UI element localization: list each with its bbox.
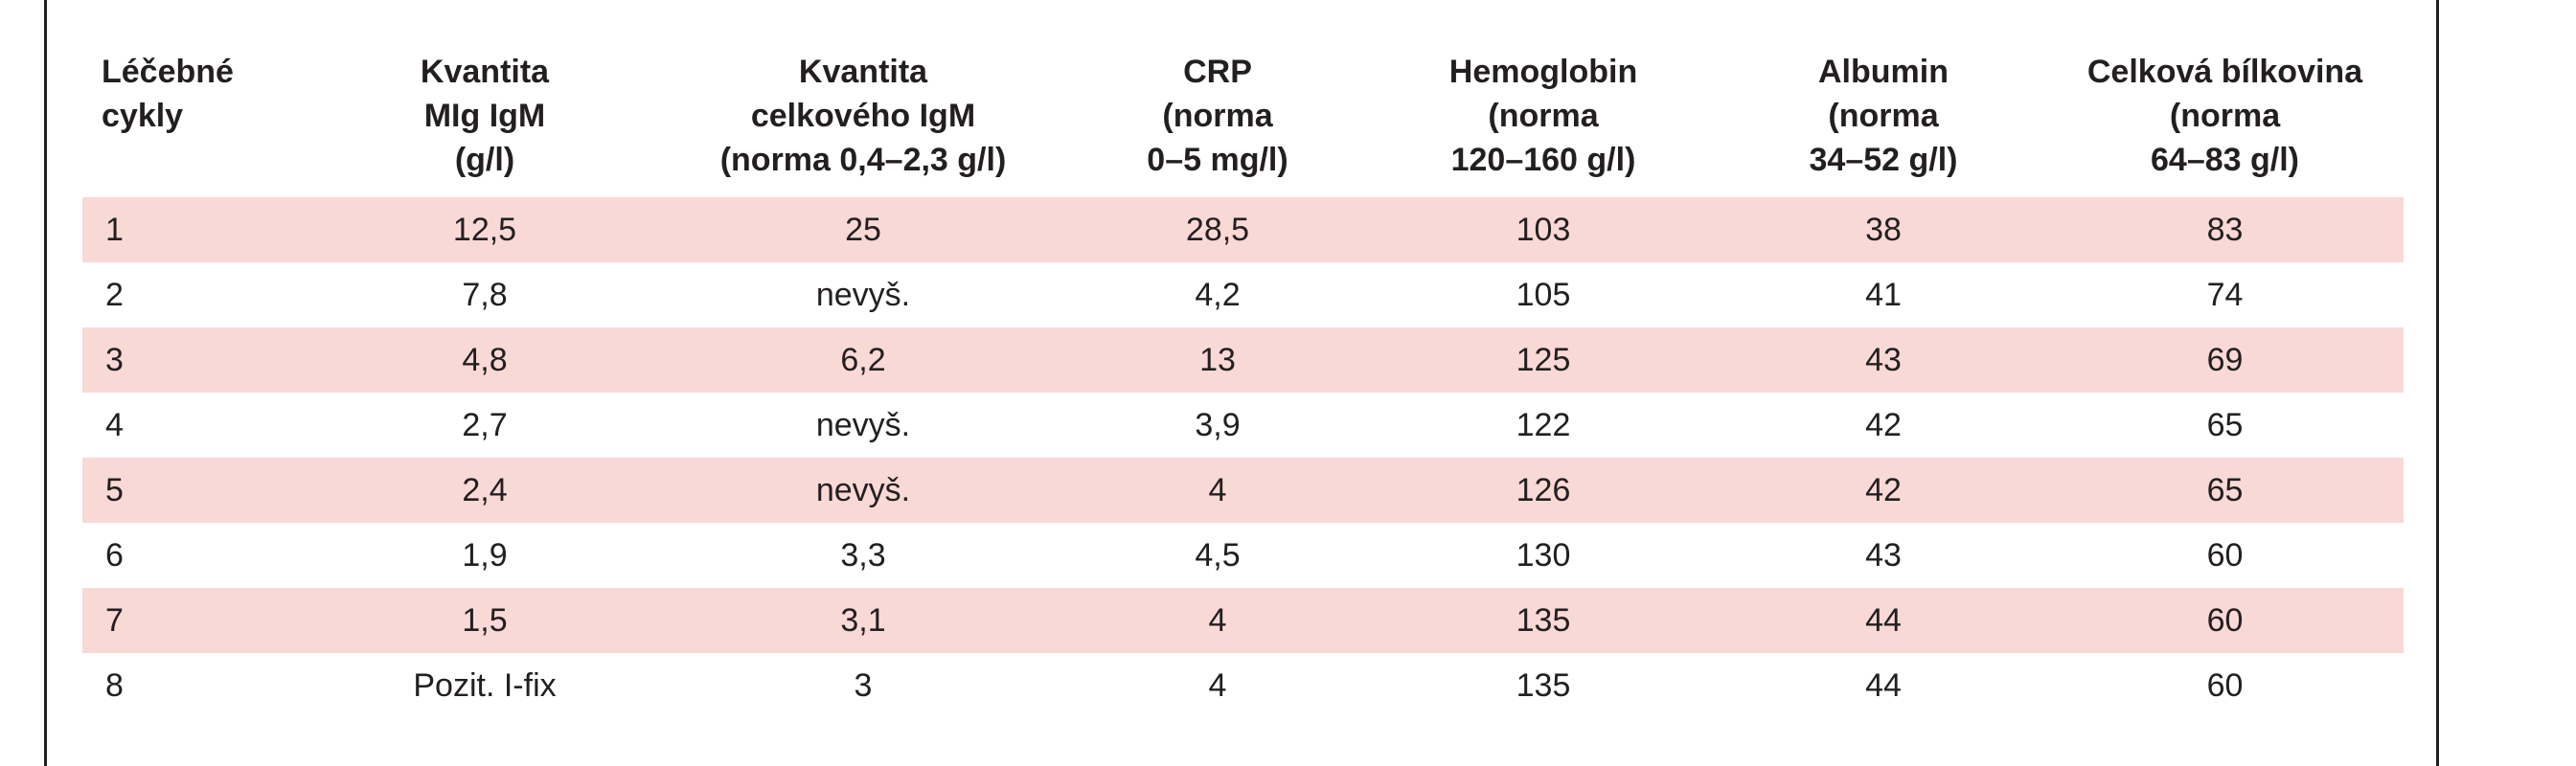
table-row: 5 2,4 nevyš. 4 126 42 65 [82,458,2404,523]
cell-cycle: 4 [105,406,124,443]
cell-hemoglobin: 122 [1516,406,1571,443]
cell-hemoglobin: 135 [1516,666,1571,704]
cell-albumin: 41 [1865,276,1902,313]
lab-results-table: Léčebné cykly Kvantita MIg IgM (g/l) Kva… [82,50,2404,718]
cell-total-igm: 3 [854,666,873,704]
cell-mig-igm: 1,5 [312,588,657,653]
cell-mig-igm: 1,9 [462,536,508,574]
cell-crp: 13 [1069,327,1366,393]
header-crp: CRP (norma 0–5 mg/l) [1147,54,1288,178]
cell-albumin: 43 [1865,536,1902,574]
page-frame [44,0,2439,766]
cell-total-protein: 65 [2046,458,2404,523]
cell-total-protein: 60 [2046,588,2404,653]
cell-cycle: 8 [105,666,124,704]
cell-total-igm: nevyš. [657,458,1069,523]
cell-total-igm: 25 [657,197,1069,262]
cell-mig-igm: 2,4 [312,458,657,523]
cell-crp: 4 [1208,666,1227,704]
table-row: 6 1,9 3,3 4,5 130 43 60 [82,523,2404,588]
cell-crp: 4,5 [1195,536,1241,574]
cell-hemoglobin: 103 [1366,197,1721,262]
cell-total-igm: 3,1 [657,588,1069,653]
cell-mig-igm: 7,8 [462,276,508,313]
cell-crp: 4 [1069,458,1366,523]
cell-crp: 4 [1069,588,1366,653]
cell-albumin: 38 [1721,197,2046,262]
header-hemoglobin: Hemoglobin (norma 120–160 g/l) [1448,54,1638,178]
cell-cycle: 5 [82,458,312,523]
cell-cycle: 3 [82,327,312,393]
cell-mig-igm: 2,7 [462,406,508,443]
cell-cycle: 2 [105,276,124,313]
cell-total-protein: 69 [2046,327,2404,393]
table-row: 7 1,5 3,1 4 135 44 60 [82,588,2404,653]
cell-albumin: 44 [1721,588,2046,653]
cell-hemoglobin: 125 [1366,327,1721,393]
cell-crp: 3,9 [1195,406,1241,443]
table-row: 1 12,5 25 28,5 103 38 83 [82,197,2404,262]
table-row: 4 2,7 nevyš. 3,9 122 42 65 [82,393,2404,458]
header-treatment-cycles: Léčebné cykly [102,54,234,134]
table-row: 8 Pozit. I-fix 3 4 135 44 60 [82,653,2404,718]
cell-total-protein: 74 [2206,276,2244,313]
cell-total-protein: 83 [2046,197,2404,262]
cell-crp: 28,5 [1069,197,1366,262]
cell-albumin: 43 [1721,327,2046,393]
cell-mig-igm: 12,5 [312,197,657,262]
cell-crp: 4,2 [1195,276,1241,313]
cell-total-igm: 6,2 [657,327,1069,393]
cell-albumin: 44 [1865,666,1902,704]
cell-cycle: 1 [82,197,312,262]
table-row: 2 7,8 nevyš. 4,2 105 41 74 [82,262,2404,327]
cell-albumin: 42 [1865,406,1902,443]
cell-mig-igm: Pozit. I-fix [413,666,557,704]
cell-hemoglobin: 130 [1516,536,1571,574]
cell-cycle: 6 [105,536,124,574]
cell-cycle: 7 [82,588,312,653]
header-row: Léčebné cykly Kvantita MIg IgM (g/l) Kva… [82,50,2404,197]
header-albumin: Albumin (norma 34–52 g/l) [1809,54,1958,178]
header-total-protein: Celková bílkovina (norma 64–83 g/l) [2086,54,2363,178]
cell-mig-igm: 4,8 [312,327,657,393]
header-mig-igm: Kvantita MIg IgM (g/l) [420,54,550,178]
cell-hemoglobin: 135 [1366,588,1721,653]
cell-total-igm: nevyš. [815,406,911,443]
cell-hemoglobin: 105 [1516,276,1571,313]
cell-total-protein: 60 [2206,666,2244,704]
cell-total-protein: 60 [2206,536,2244,574]
cell-hemoglobin: 126 [1366,458,1721,523]
table-row: 3 4,8 6,2 13 125 43 69 [82,327,2404,393]
header-total-igm: Kvantita celkového IgM (norma 0,4–2,3 g/… [719,54,1007,178]
cell-total-igm: 3,3 [840,536,886,574]
cell-total-protein: 65 [2206,406,2244,443]
cell-albumin: 42 [1721,458,2046,523]
cell-total-igm: nevyš. [815,276,911,313]
